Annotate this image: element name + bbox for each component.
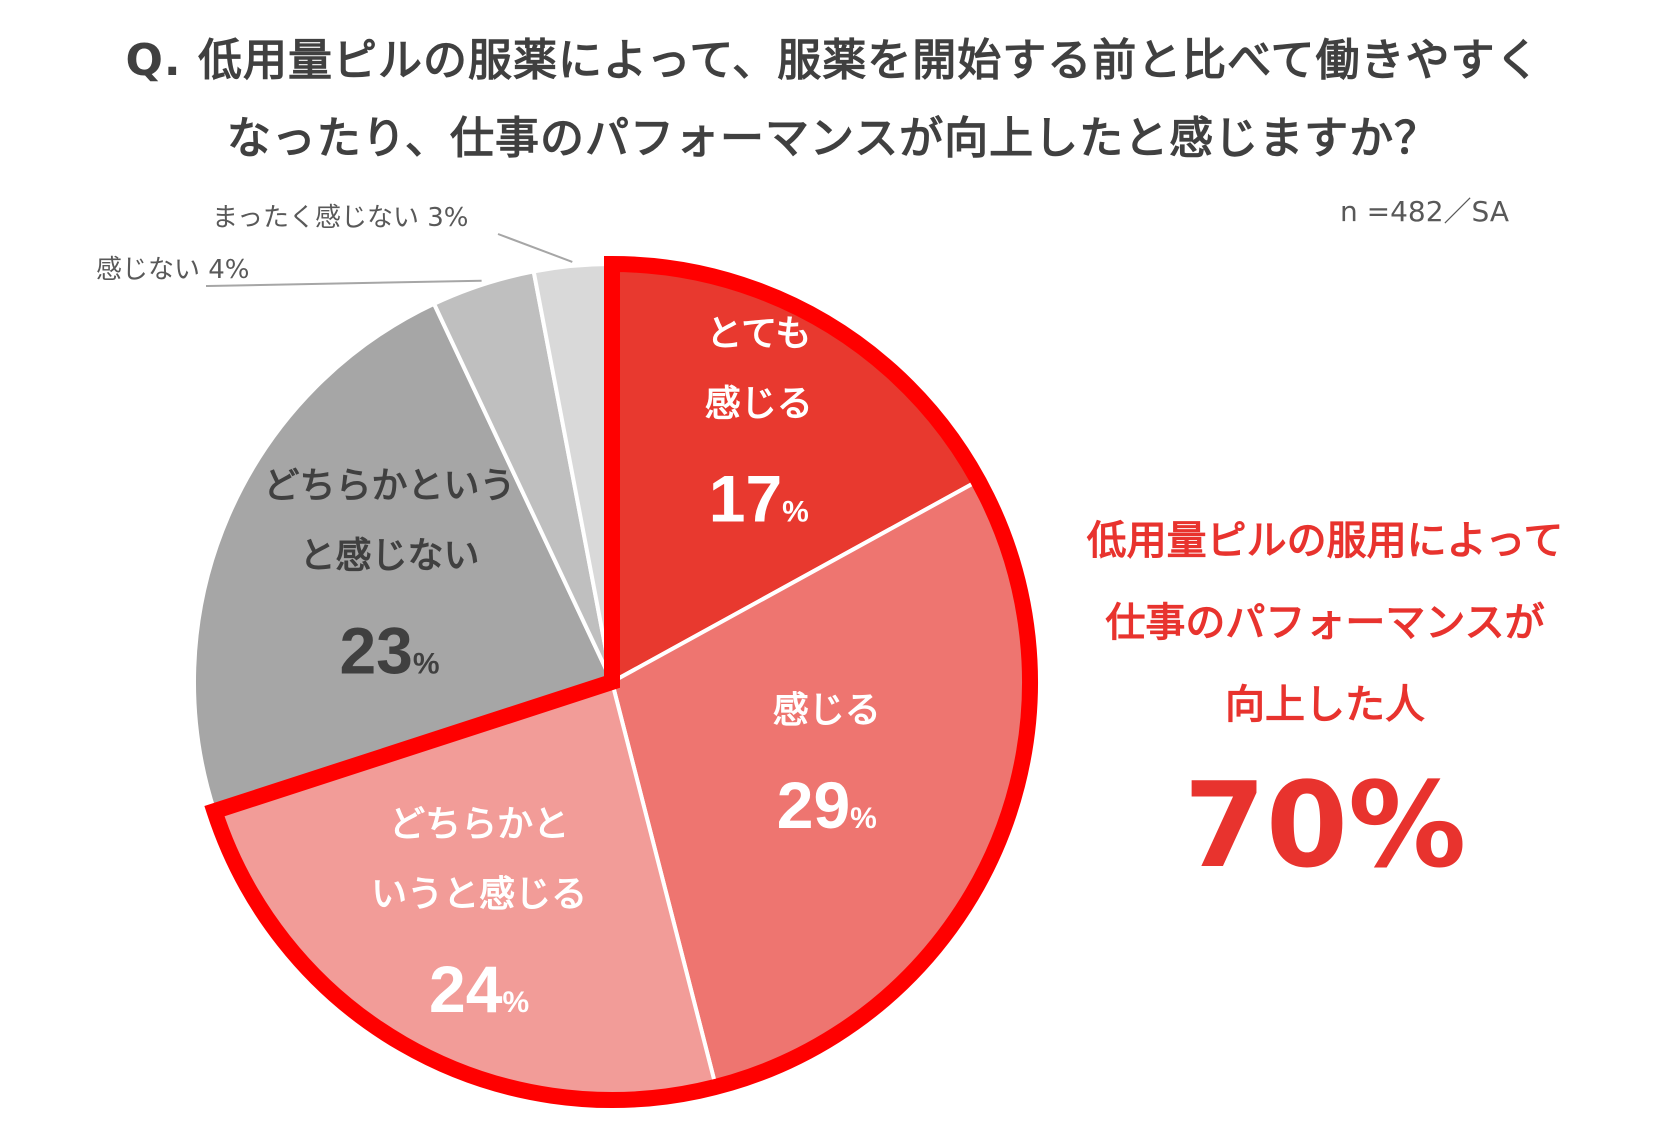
slice-value-3: 23% [339,614,439,688]
callout-total-percent: 70% [1183,756,1467,894]
callout-line-2: 仕事のパフォーマンスが [1105,600,1545,646]
highlight-callout: 低用量ピルの服用によって 仕事のパフォーマンスが 向上した人 70% [1030,500,1620,900]
slice-label-2-1: いうと感じる [371,874,587,915]
chart-title-line-1: Q. 低用量ピルの服薬によって、服薬を開始する前と比べて働きやすく [125,35,1541,86]
slice-label-1-0: 感じる [773,690,881,731]
leader-line-5 [497,233,573,263]
slice-outside-label-5: まったく感じない 3% [212,203,468,233]
callout-line-1: 低用量ピルの服用によって [1086,518,1564,564]
slice-value-1: 29% [777,768,877,842]
pie-slice-3 [192,301,614,814]
slice-value-2: 24% [429,952,529,1026]
slice-label-0-0: とても [706,314,811,355]
chart-title: Q. 低用量ピルの服薬によって、服薬を開始する前と比べて働きやすく なったり、仕… [0,22,1666,178]
slice-label-3-1: と感じない [299,536,479,577]
callout-line-3: 向上した人 [1225,682,1425,728]
slice-value-0: 17% [709,462,809,536]
slice-label-2-0: どちらかと [389,804,569,845]
sample-size-note: n =482／SA [1340,195,1509,228]
slice-label-3-0: どちらかという [263,466,515,507]
slice-outside-label-4: 感じない 4% [96,255,250,285]
leader-line-4 [207,279,482,287]
slice-label-0-1: 感じる [705,384,813,425]
chart-title-line-2: なったり、仕事のパフォーマンスが向上したと感じますか？ [226,113,1440,164]
highlight-outline [204,255,1038,1108]
